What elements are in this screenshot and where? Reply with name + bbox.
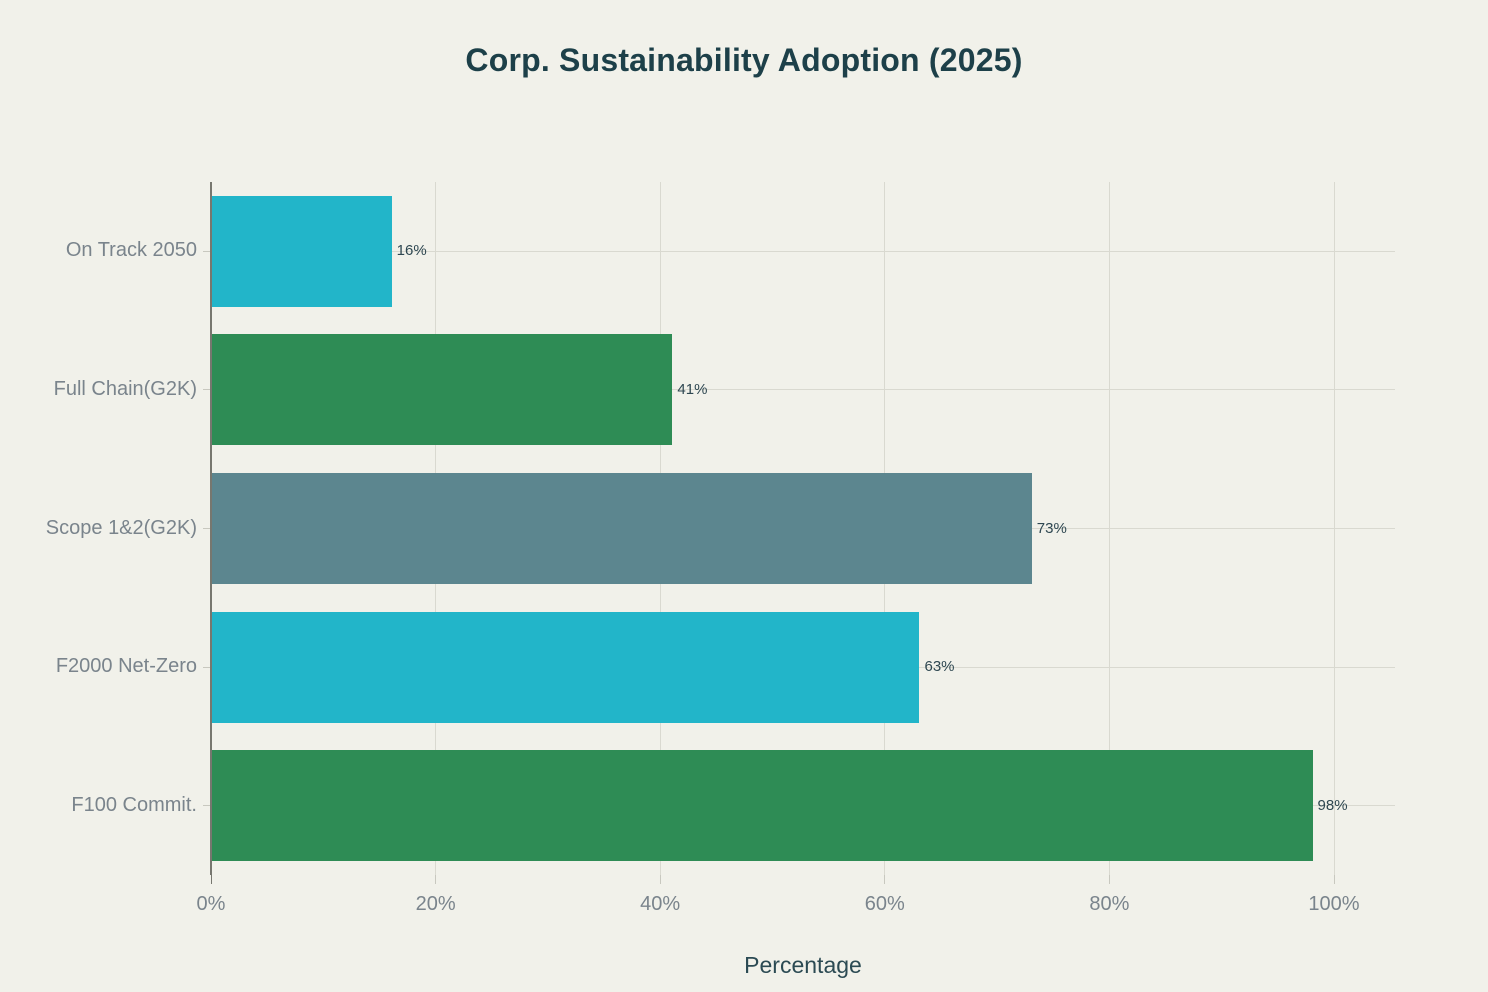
bar-value-label: 16% [396, 242, 427, 260]
x-axis-title: Percentage [744, 952, 862, 978]
bar-full-chain-g2k [212, 334, 673, 446]
chart-title: Corp. Sustainability Adoption (2025) [465, 42, 1023, 78]
x-tick-label: 40% [640, 893, 681, 915]
y-axis-tick-mark [203, 250, 211, 252]
x-axis-tick-mark [659, 875, 661, 884]
x-tick-label: 20% [415, 893, 456, 915]
x-tick-label: 60% [864, 893, 905, 915]
bar-on-track-2050 [212, 195, 392, 307]
bar-value-label: 63% [924, 658, 955, 676]
x-tick-label: 0% [196, 893, 226, 915]
bar-f2000-net-zero [212, 611, 920, 723]
bar-scope-1-2-g2k [212, 473, 1032, 584]
x-tick-label: 100% [1308, 893, 1360, 915]
x-axis-tick-mark [1108, 875, 1110, 884]
horizontal-gridline [211, 389, 1395, 391]
category-label: Full Chain(G2K) [53, 377, 197, 400]
horizontal-gridline [211, 250, 1395, 252]
y-axis-tick-mark [203, 389, 211, 391]
bar-value-label: 98% [1317, 796, 1348, 814]
y-axis-line [210, 182, 212, 875]
bar-value-label: 41% [677, 380, 708, 398]
vertical-gridline [1333, 182, 1335, 875]
x-axis-tick-mark [1333, 875, 1335, 884]
bar-value-label: 73% [1036, 519, 1067, 537]
category-label: F100 Commit. [71, 793, 197, 816]
vertical-gridline [1108, 182, 1110, 875]
y-axis-tick-mark [203, 805, 211, 807]
y-axis-tick-mark [203, 666, 211, 668]
x-axis-tick-mark [435, 875, 437, 884]
category-label: F2000 Net-Zero [55, 655, 197, 678]
x-axis-tick-mark [884, 875, 886, 884]
y-axis-tick-mark [203, 528, 211, 529]
category-label: On Track 2050 [65, 239, 197, 262]
x-tick-label: 80% [1089, 893, 1130, 915]
bar-f100-commit [212, 750, 1313, 862]
x-axis-tick-mark [210, 875, 212, 884]
category-label: Scope 1&2(G2K) [45, 516, 197, 539]
